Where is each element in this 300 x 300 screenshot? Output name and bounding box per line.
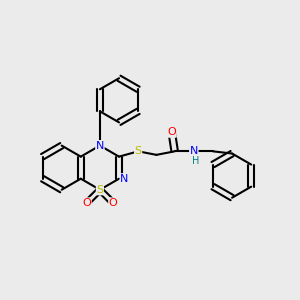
Text: O: O — [82, 198, 91, 208]
Text: N: N — [190, 146, 198, 156]
Text: O: O — [167, 127, 176, 137]
Text: N: N — [120, 174, 128, 184]
Text: N: N — [96, 141, 104, 151]
Text: H: H — [192, 156, 199, 166]
Text: O: O — [109, 198, 117, 208]
Text: S: S — [96, 185, 103, 195]
Text: S: S — [135, 146, 142, 156]
